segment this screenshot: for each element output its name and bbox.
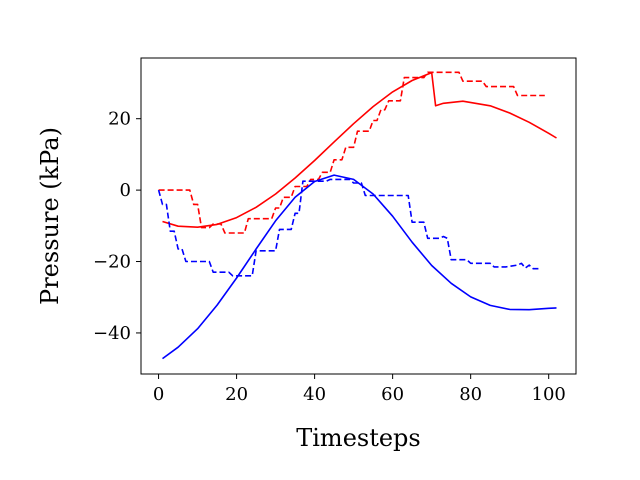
red-solid-series-line xyxy=(162,71,557,228)
x-axis-title: Timesteps xyxy=(296,424,421,452)
plot-frame xyxy=(140,57,577,375)
y-tick-label: −20 xyxy=(93,252,131,273)
series-layer xyxy=(157,71,557,360)
y-tick-label: −40 xyxy=(93,323,131,344)
x-tick-label: 20 xyxy=(225,384,248,405)
y-tick-label: 0 xyxy=(120,180,131,201)
x-tick-label: 100 xyxy=(532,384,566,405)
x-axis: 0 20 40 60 80 100 xyxy=(153,374,566,405)
red-dashed-series-line xyxy=(158,71,545,234)
y-axis: −40 −20 0 20 xyxy=(93,109,141,344)
plot-area xyxy=(157,71,557,360)
x-tick-label: 0 xyxy=(153,384,164,405)
x-tick-label: 40 xyxy=(303,384,326,405)
x-tick-label: 80 xyxy=(459,384,482,405)
y-axis-title: Pressure (kPa) xyxy=(36,127,64,305)
y-tick-label: 20 xyxy=(108,109,131,130)
x-tick-label: 60 xyxy=(381,384,404,405)
blue-dashed-series-line xyxy=(157,178,541,277)
